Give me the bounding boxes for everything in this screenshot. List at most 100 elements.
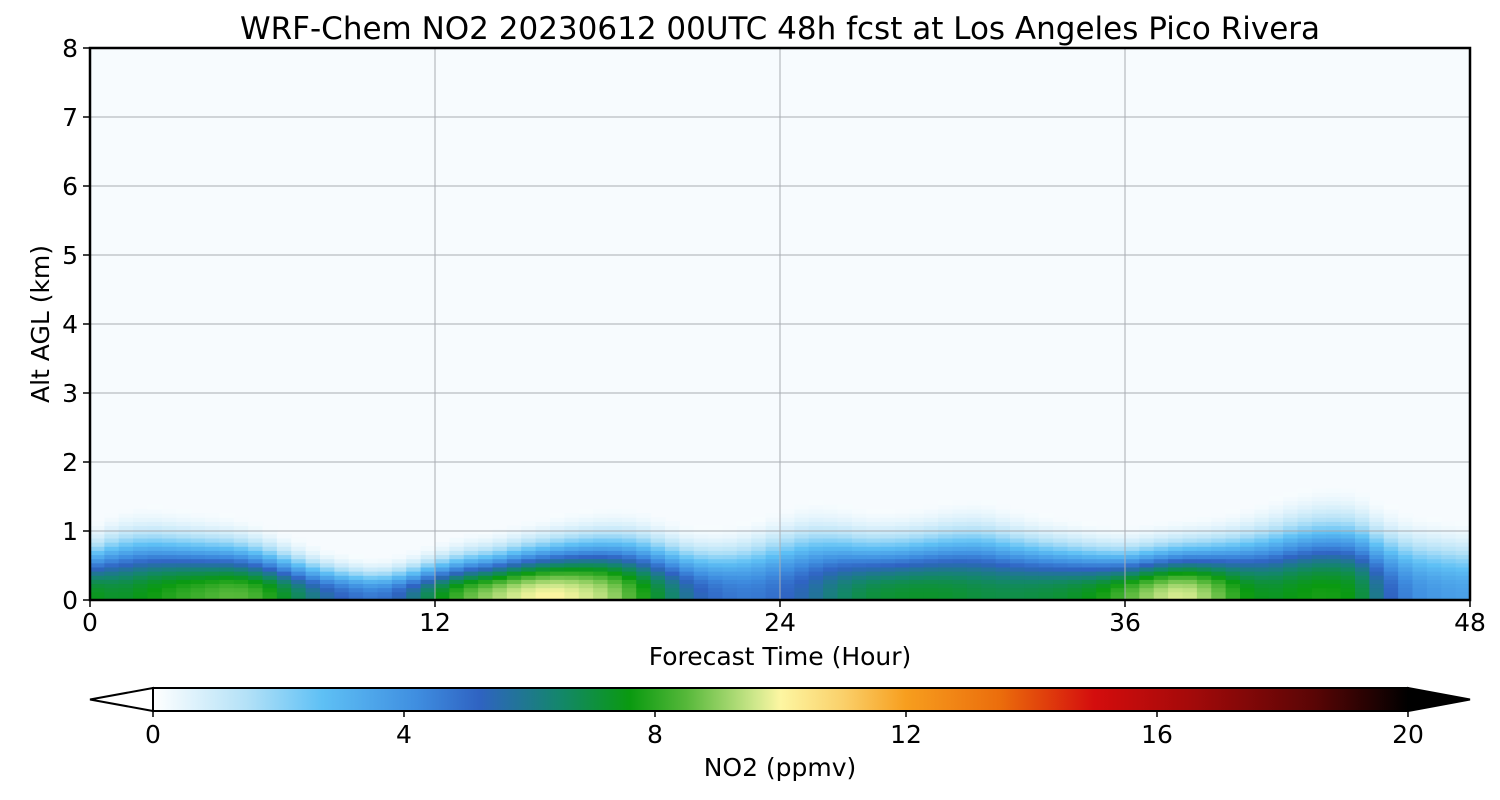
field-cell (837, 571, 853, 576)
field-cell (1240, 571, 1255, 576)
field-cell (176, 587, 192, 593)
field-cell (190, 583, 206, 589)
field-cell (1139, 571, 1155, 576)
field-cell (593, 525, 609, 531)
field-cell (506, 566, 522, 572)
field-cell (1311, 529, 1327, 535)
field-cell (966, 542, 982, 547)
field-cell (233, 587, 249, 593)
field-cell (1383, 529, 1399, 535)
field-cell (909, 566, 925, 572)
field-cell (1455, 554, 1470, 560)
field-cell (1038, 529, 1054, 535)
field-cell (1081, 595, 1097, 600)
field-cell (607, 583, 623, 589)
field-cell (880, 508, 896, 514)
field-cell (420, 550, 436, 556)
field-cell (621, 529, 637, 535)
field-cell (449, 566, 465, 572)
field-cell (1168, 529, 1184, 535)
field-cell (995, 587, 1011, 593)
field-cell (866, 542, 882, 547)
field-cell (161, 508, 177, 514)
field-cell (435, 571, 450, 576)
field-cell (837, 566, 853, 572)
field-cell (176, 521, 192, 527)
field-cell (708, 587, 724, 593)
field-cell (478, 558, 494, 564)
field-cell (1240, 579, 1255, 585)
field-cell (1225, 533, 1241, 539)
field-cell (90, 533, 105, 539)
field-cell (104, 546, 120, 551)
field-cell (463, 566, 479, 572)
field-cell (880, 550, 896, 556)
field-cell (952, 537, 968, 543)
field-cell (1081, 579, 1097, 585)
field-cell (492, 562, 508, 568)
field-cell (578, 542, 594, 547)
field-cell (578, 566, 594, 572)
field-cell (1455, 562, 1470, 568)
field-cell (693, 529, 709, 535)
field-cell (219, 517, 235, 522)
field-cell (205, 554, 220, 560)
field-cell (176, 579, 192, 585)
field-cell (995, 546, 1011, 551)
field-cell (895, 562, 910, 568)
field-cell (262, 579, 278, 585)
field-cell (219, 513, 235, 518)
field-cell (823, 517, 839, 522)
field-cell (1010, 575, 1025, 580)
field-cell (1067, 550, 1083, 556)
field-cell (147, 504, 163, 510)
field-cell (981, 546, 997, 551)
field-cell (1196, 550, 1212, 556)
field-cell (909, 529, 925, 535)
field-cell (1398, 558, 1414, 564)
field-cell (463, 562, 479, 568)
field-cell (1254, 525, 1270, 531)
field-cell (966, 595, 982, 600)
field-cell (1139, 550, 1155, 556)
field-cell (823, 508, 839, 514)
field-cell (736, 558, 752, 564)
field-cell (1455, 575, 1470, 580)
field-cell (550, 591, 565, 597)
field-cell (1369, 546, 1385, 551)
field-cell (205, 513, 220, 518)
field-cell (377, 595, 393, 600)
field-cell (406, 595, 422, 600)
field-cell (118, 533, 134, 539)
field-cell (1110, 587, 1126, 593)
field-cell (1182, 546, 1198, 551)
field-cell (851, 550, 867, 556)
field-cell (564, 583, 580, 589)
field-cell (1110, 554, 1126, 560)
field-cell (751, 579, 767, 585)
field-cell (564, 521, 580, 527)
field-cell (1283, 537, 1299, 543)
field-cell (880, 546, 896, 551)
field-cell (952, 558, 968, 564)
field-cell (1053, 537, 1069, 543)
field-cell (808, 575, 824, 580)
field-cell (205, 571, 220, 576)
field-cell (1010, 571, 1025, 576)
field-cell (1311, 583, 1327, 589)
field-cell (823, 542, 839, 547)
field-cell (995, 537, 1011, 543)
field-cell (1283, 591, 1299, 597)
field-cell (1067, 575, 1083, 580)
field-cell (1240, 575, 1255, 580)
field-cell (938, 562, 954, 568)
field-cell (406, 550, 422, 556)
field-cell (909, 595, 925, 600)
field-cell (1038, 595, 1054, 600)
field-cell (665, 533, 680, 539)
field-cell (492, 537, 508, 543)
field-cell (1369, 554, 1385, 560)
field-cell (1038, 513, 1054, 518)
field-cell (1383, 595, 1399, 600)
field-cell (1355, 517, 1370, 522)
